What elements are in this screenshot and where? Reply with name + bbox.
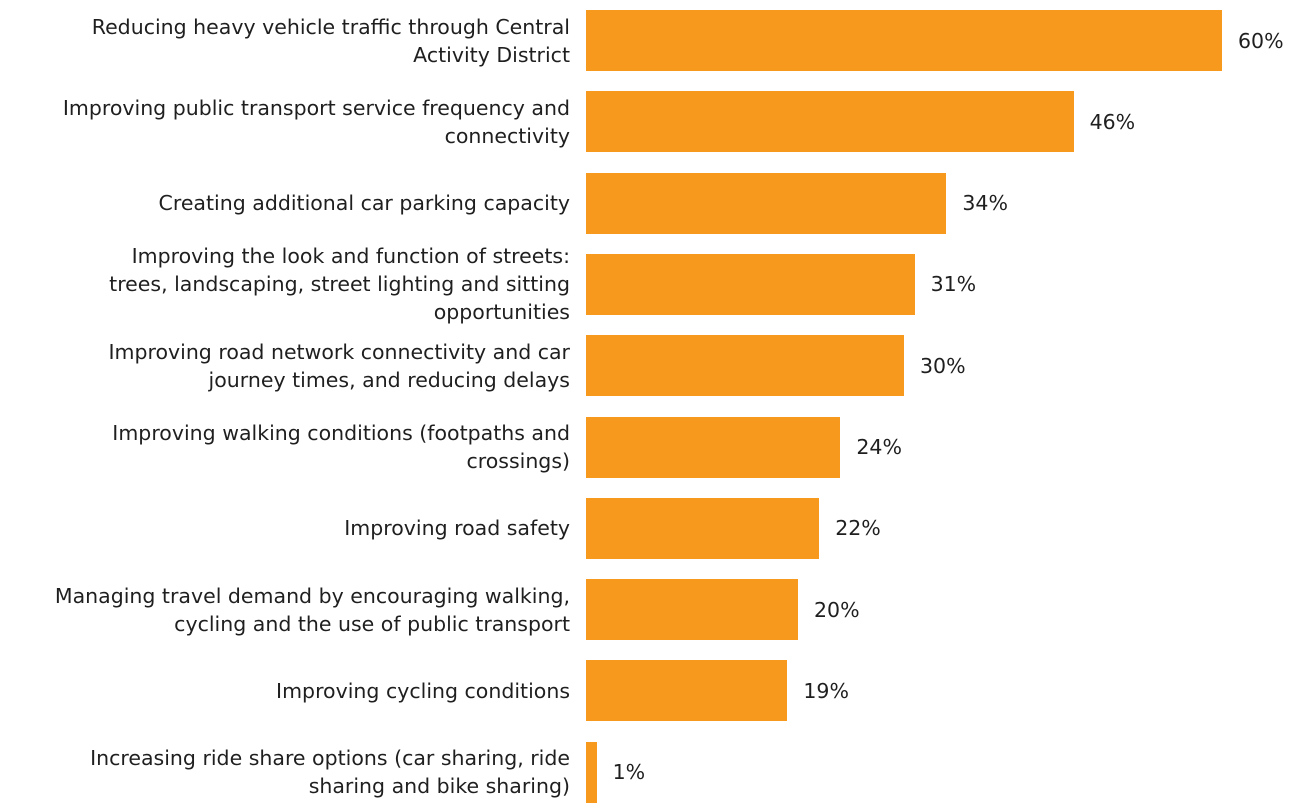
value-label: 31% [930, 272, 977, 297]
category-label: Improving cycling conditions [276, 678, 570, 703]
value-label: 24% [856, 435, 902, 459]
bar [586, 497, 820, 559]
value-label: 60% [1238, 28, 1284, 53]
value-label: 1% [612, 760, 646, 785]
bar [586, 416, 841, 478]
value-label: 30% [920, 353, 966, 378]
category-label: Creating additional car parking capacity [158, 191, 570, 216]
value-label: 34% [962, 191, 1008, 216]
category-label: Improving road safety [344, 516, 570, 541]
bar [586, 741, 597, 803]
bar [586, 172, 947, 234]
category-label: Improving the look and function of stree… [109, 244, 570, 325]
bar [586, 91, 1074, 153]
category-label: Improving road network connectivity and … [108, 339, 570, 392]
bar [586, 253, 915, 315]
bar [586, 10, 1222, 71]
value-label: 19% [803, 678, 849, 703]
bar [586, 660, 788, 722]
value-label: 22% [835, 516, 881, 541]
bar [586, 335, 904, 397]
category-label: Improving public transport service frequ… [62, 95, 570, 148]
category-label: Managing travel demand by encouraging wa… [54, 583, 570, 636]
category-label: Increasing ride share options (car shari… [90, 746, 570, 799]
value-label: 46% [1089, 109, 1136, 134]
bar [586, 579, 798, 641]
category-label: Reducing heavy vehicle traffic through C… [91, 14, 570, 67]
category-label: Improving walking conditions (footpaths … [112, 421, 570, 473]
value-label: 20% [814, 597, 860, 622]
